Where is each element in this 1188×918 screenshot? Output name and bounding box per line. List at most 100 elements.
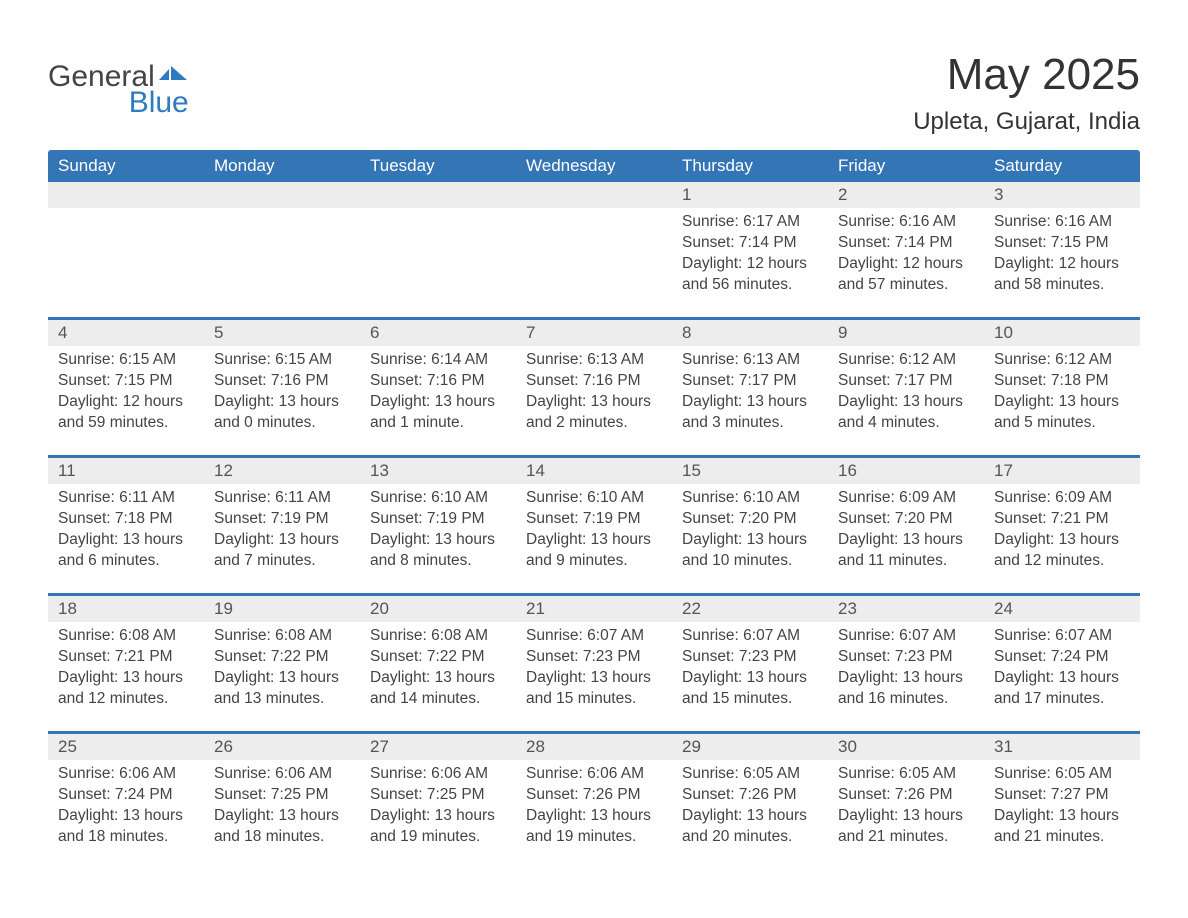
day-cell: 29Sunrise: 6:05 AMSunset: 7:26 PMDayligh…	[672, 734, 828, 869]
sunset-text: Sunset: 7:19 PM	[214, 509, 350, 530]
day-cell: 1Sunrise: 6:17 AMSunset: 7:14 PMDaylight…	[672, 182, 828, 317]
week-row: 18Sunrise: 6:08 AMSunset: 7:21 PMDayligh…	[48, 593, 1140, 731]
day-number: 19	[204, 596, 360, 622]
sunrise-text: Sunrise: 6:08 AM	[214, 626, 350, 647]
daylight-text: Daylight: 12 hours and 59 minutes.	[58, 392, 194, 434]
day-number: 26	[204, 734, 360, 760]
day-cell	[204, 182, 360, 317]
daylight-text: Daylight: 13 hours and 2 minutes.	[526, 392, 662, 434]
day-content: Sunrise: 6:13 AMSunset: 7:17 PMDaylight:…	[672, 346, 828, 434]
day-header: Wednesday	[516, 150, 672, 182]
sunrise-text: Sunrise: 6:07 AM	[682, 626, 818, 647]
daylight-text: Daylight: 12 hours and 58 minutes.	[994, 254, 1130, 296]
sunrise-text: Sunrise: 6:15 AM	[58, 350, 194, 371]
daylight-text: Daylight: 13 hours and 5 minutes.	[994, 392, 1130, 434]
sunset-text: Sunset: 7:18 PM	[58, 509, 194, 530]
sunset-text: Sunset: 7:20 PM	[838, 509, 974, 530]
sunrise-text: Sunrise: 6:10 AM	[682, 488, 818, 509]
day-number	[516, 182, 672, 208]
day-cell: 12Sunrise: 6:11 AMSunset: 7:19 PMDayligh…	[204, 458, 360, 593]
day-cell: 19Sunrise: 6:08 AMSunset: 7:22 PMDayligh…	[204, 596, 360, 731]
day-number: 12	[204, 458, 360, 484]
location: Upleta, Gujarat, India	[913, 108, 1140, 136]
sunset-text: Sunset: 7:18 PM	[994, 371, 1130, 392]
week-row: 1 Sunrise: 6:17 AMSunset: 7:14 PM Daylight…	[48, 182, 1140, 317]
daylight-text: Daylight: 13 hours and 15 minutes.	[526, 668, 662, 710]
day-number: 9	[828, 320, 984, 346]
sunset-text: Sunset: 7:27 PM	[994, 785, 1130, 806]
daylight-text: Daylight: 12 hours and 57 minutes.	[838, 254, 974, 296]
day-content: Sunrise: 6:15 AMSunset: 7:15 PMDaylight:…	[48, 346, 204, 434]
day-content: Sunrise: 6:07 AMSunset: 7:23 PMDaylight:…	[672, 622, 828, 710]
day-number: 10	[984, 320, 1140, 346]
sunset-text: Sunset: 7:19 PM	[370, 509, 506, 530]
day-cell: 20Sunrise: 6:08 AMSunset: 7:22 PMDayligh…	[360, 596, 516, 731]
month-title: May 2025	[913, 50, 1140, 100]
daylight-text: Daylight: 13 hours and 21 minutes.	[838, 806, 974, 848]
sunrise-text: Sunrise: 6:05 AM	[682, 764, 818, 785]
day-content: Sunrise: 6:14 AMSunset: 7:16 PMDaylight:…	[360, 346, 516, 434]
day-content: Sunrise: 6:15 AMSunset: 7:16 PMDaylight:…	[204, 346, 360, 434]
day-content: Sunrise: 6:08 AMSunset: 7:21 PMDaylight:…	[48, 622, 204, 710]
day-cell: 30Sunrise: 6:05 AMSunset: 7:26 PMDayligh…	[828, 734, 984, 869]
day-content: Sunrise: 6:05 AMSunset: 7:26 PMDaylight:…	[672, 760, 828, 848]
daylight-text: Daylight: 13 hours and 20 minutes.	[682, 806, 818, 848]
daylight-text: Daylight: 13 hours and 12 minutes.	[58, 668, 194, 710]
day-number: 2	[828, 182, 984, 208]
sunset-text: Sunset: 7:14 PM	[682, 233, 818, 254]
day-content: Sunrise: 6:10 AMSunset: 7:20 PMDaylight:…	[672, 484, 828, 572]
day-content: Sunrise: 6:10 AMSunset: 7:19 PMDaylight:…	[516, 484, 672, 572]
day-content: Sunrise: 6:06 AMSunset: 7:24 PMDaylight:…	[48, 760, 204, 848]
sunrise-text: Sunrise: 6:12 AM	[994, 350, 1130, 371]
weeks-container: 1 Sunrise: 6:17 AMSunset: 7:14 PM Daylight…	[48, 182, 1140, 869]
logo-text: General Blue	[48, 58, 187, 118]
sunrise-text: Sunrise: 6:06 AM	[58, 764, 194, 785]
calendar: Sunday Monday Tuesday Wednesday Thursday…	[48, 150, 1140, 869]
day-number: 31	[984, 734, 1140, 760]
day-number: 13	[360, 458, 516, 484]
day-cell: 22Sunrise: 6:07 AMSunset: 7:23 PMDayligh…	[672, 596, 828, 731]
day-content: Sunrise: 6:05 AMSunset: 7:27 PMDaylight:…	[984, 760, 1140, 848]
day-content: Sunrise: 6:06 AMSunset: 7:25 PMDaylight:…	[360, 760, 516, 848]
daylight-text: Daylight: 13 hours and 3 minutes.	[682, 392, 818, 434]
day-content: Sunrise: 6:11 AMSunset: 7:18 PMDaylight:…	[48, 484, 204, 572]
day-content: Sunrise: 6:06 AMSunset: 7:26 PMDaylight:…	[516, 760, 672, 848]
daylight-text: Daylight: 13 hours and 16 minutes.	[838, 668, 974, 710]
sunrise-text: Sunrise: 6:10 AM	[526, 488, 662, 509]
day-number: 1	[672, 182, 828, 208]
daylight-text: Daylight: 13 hours and 18 minutes.	[214, 806, 350, 848]
day-cell: 10 Sunrise: 6:12 AMSunset: 7:18 PMDayligh…	[984, 320, 1140, 455]
sunset-text: Sunset: 7:17 PM	[838, 371, 974, 392]
sunset-text: Sunset: 7:16 PM	[526, 371, 662, 392]
sunrise-text: Sunrise: 6:07 AM	[994, 626, 1130, 647]
sunrise-text: Sunrise: 6:17 AM	[682, 212, 818, 233]
sunrise-text: Sunrise: 6:13 AM	[682, 350, 818, 371]
sunset-text: Sunset: 7:23 PM	[838, 647, 974, 668]
day-number: 21	[516, 596, 672, 622]
header: General Blue May 2025 Upleta, Gujarat, I…	[48, 30, 1140, 136]
day-content: Sunrise: 6:07 AMSunset: 7:24 PMDaylight:…	[984, 622, 1140, 710]
day-content: Sunrise: 6:07 AMSunset: 7:23 PMDaylight:…	[828, 622, 984, 710]
daylight-text: Daylight: 13 hours and 19 minutes.	[526, 806, 662, 848]
daylight-text: Daylight: 13 hours and 9 minutes.	[526, 530, 662, 572]
sunset-text: Sunset: 7:24 PM	[994, 647, 1130, 668]
sunrise-text: Sunrise: 6:13 AM	[526, 350, 662, 371]
day-cell	[48, 182, 204, 317]
sunset-text: Sunset: 7:21 PM	[58, 647, 194, 668]
daylight-text: Daylight: 13 hours and 0 minutes.	[214, 392, 350, 434]
day-number: 14	[516, 458, 672, 484]
sunset-text: Sunset: 7:15 PM	[58, 371, 194, 392]
day-content: Sunrise: 6:08 AMSunset: 7:22 PMDaylight:…	[360, 622, 516, 710]
sunrise-text: Sunrise: 6:06 AM	[370, 764, 506, 785]
day-content: Sunrise: 6:13 AMSunset: 7:16 PMDaylight:…	[516, 346, 672, 434]
sunset-text: Sunset: 7:24 PM	[58, 785, 194, 806]
day-cell: 9Sunrise: 6:12 AMSunset: 7:17 PMDaylight…	[828, 320, 984, 455]
day-header: Tuesday	[360, 150, 516, 182]
day-cell: 7Sunrise: 6:13 AMSunset: 7:16 PMDaylight…	[516, 320, 672, 455]
sunrise-text: Sunrise: 6:09 AM	[994, 488, 1130, 509]
sunrise-text: Sunrise: 6:11 AM	[214, 488, 350, 509]
day-number: 17	[984, 458, 1140, 484]
day-header: Saturday	[984, 150, 1140, 182]
day-cell: 6Sunrise: 6:14 AMSunset: 7:16 PMDaylight…	[360, 320, 516, 455]
day-content: Sunrise: 6:10 AMSunset: 7:19 PMDaylight:…	[360, 484, 516, 572]
